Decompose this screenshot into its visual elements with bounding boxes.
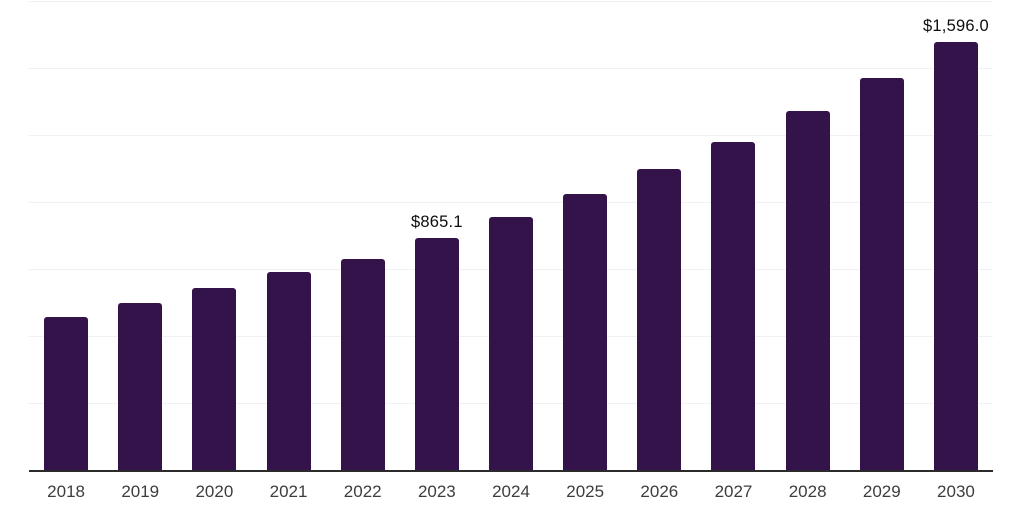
x-tick-label-2019: 2019 — [121, 482, 160, 501]
x-tick-label-2023: 2023 — [417, 482, 456, 501]
bar-2029 — [859, 77, 904, 470]
bar-slot-2030: $1,596.0 — [919, 1, 993, 470]
bar-slot-2021 — [251, 1, 325, 470]
x-tick-label-2025: 2025 — [566, 482, 605, 501]
bar-slot-2022 — [326, 1, 400, 470]
bar-slot-2023: $865.1 — [400, 1, 474, 470]
bar-slot-2028 — [771, 1, 845, 470]
x-tick-label-2030: 2030 — [937, 482, 975, 501]
x-tick-label-2026: 2026 — [640, 482, 679, 501]
bar-2020 — [192, 288, 237, 470]
x-tick-label-2024: 2024 — [492, 482, 530, 501]
x-tick-label-2021: 2021 — [269, 482, 308, 501]
x-tick-label-2027: 2027 — [714, 482, 753, 501]
x-tick-label-2020: 2020 — [195, 482, 234, 501]
bar-2022 — [340, 258, 385, 470]
bar-slot-2026 — [622, 1, 696, 470]
bar-slot-2020 — [177, 1, 251, 470]
bar-2018 — [44, 317, 89, 470]
plot-area: $865.1 $1,596.0 — [29, 1, 993, 472]
bar-2026 — [637, 168, 682, 470]
bar-slot-2024 — [474, 1, 548, 470]
x-tick-label-2022: 2022 — [343, 482, 382, 501]
bar-2028 — [785, 110, 830, 470]
bar-slot-2027 — [696, 1, 770, 470]
bars-row: $865.1 $1,596.0 — [29, 1, 993, 470]
bar-slot-2029 — [845, 1, 919, 470]
bar-2027 — [711, 141, 756, 470]
bar-2023 — [414, 238, 459, 470]
bar-value-label-2023: $865.1 — [411, 213, 463, 232]
x-axis-tick-labels: 2018 2019 2020 2021 2022 2023 2024 2025 2026 2027… — [29, 482, 993, 502]
bar-2030 — [933, 42, 978, 470]
bar-2024 — [489, 217, 534, 470]
x-tick-label-2028: 2028 — [788, 482, 827, 501]
x-tick-label-2018: 2018 — [47, 482, 85, 501]
bar-value-label-2030: $1,596.0 — [923, 17, 989, 36]
bar-slot-2019 — [103, 1, 177, 470]
bar-2019 — [118, 302, 163, 470]
bar-2021 — [266, 272, 311, 470]
bar-slot-2018 — [29, 1, 103, 470]
bar-2025 — [563, 193, 608, 470]
bar-slot-2025 — [548, 1, 622, 470]
x-tick-label-2029: 2029 — [862, 482, 901, 501]
